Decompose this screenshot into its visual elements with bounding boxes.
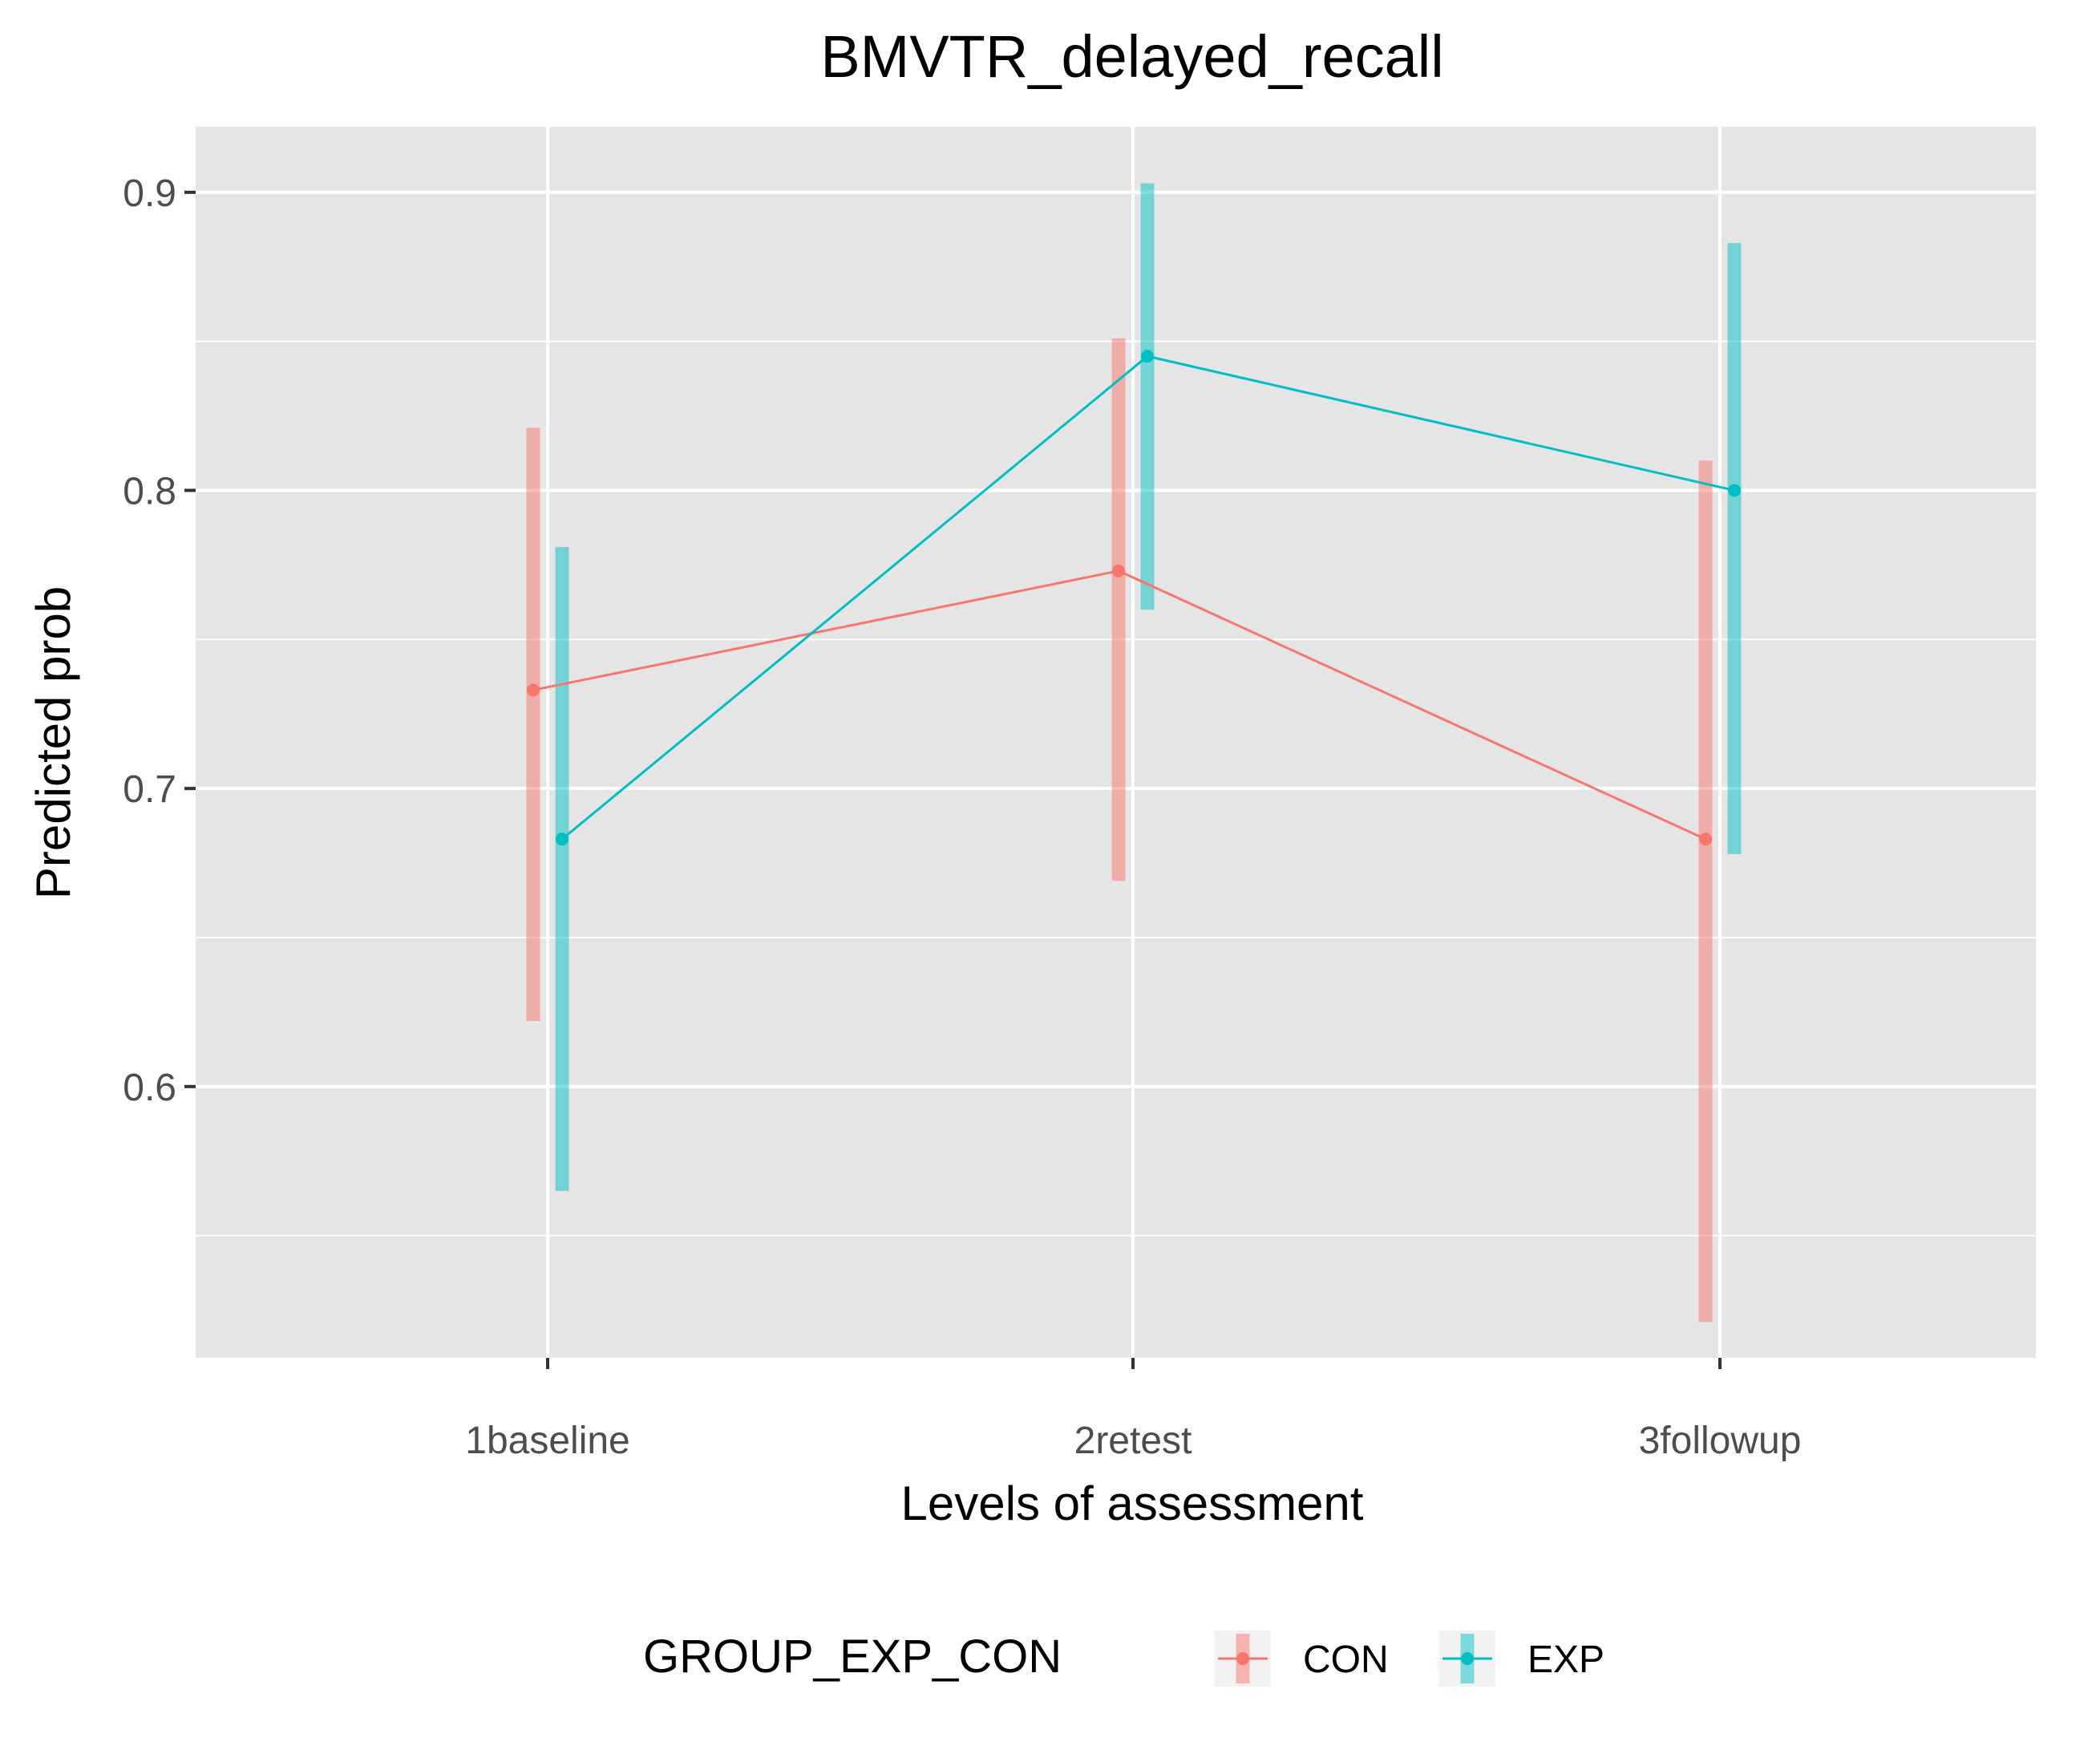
legend: GROUP_EXP_CON CON EXP — [643, 1631, 1604, 1687]
legend-key-point — [1236, 1652, 1249, 1665]
legend-title: GROUP_EXP_CON — [643, 1631, 1062, 1683]
x-tick-label: 1baseline — [465, 1420, 630, 1462]
errorbar-layer — [526, 183, 1742, 1323]
y-axis-title: Predicted prob — [26, 586, 80, 899]
axis-layer: 0.6 0.7 0.8 0.9 1baseline 2retest 3followup — [123, 172, 1801, 1462]
legend-item-con: CON — [1215, 1631, 1389, 1687]
legend-item-exp: EXP — [1439, 1631, 1604, 1687]
y-tick-label: 0.8 — [123, 470, 176, 512]
point-con — [527, 683, 540, 697]
y-tick-label: 0.9 — [123, 172, 176, 215]
legend-label-exp: EXP — [1527, 1639, 1604, 1681]
x-tick-label: 2retest — [1074, 1420, 1192, 1462]
chart-title: BMVTR_delayed_recall — [820, 23, 1443, 90]
point-exp — [1141, 350, 1154, 363]
x-axis-title: Levels of assessment — [901, 1477, 1364, 1530]
x-tick-label: 3followup — [1639, 1420, 1802, 1462]
legend-items: CON EXP — [1215, 1631, 1604, 1687]
point-con — [1699, 833, 1712, 846]
y-tick-label: 0.7 — [123, 768, 176, 811]
point-exp — [556, 833, 568, 846]
point-layer — [527, 350, 1741, 846]
y-tick-label: 0.6 — [123, 1067, 176, 1109]
point-con — [1112, 564, 1125, 577]
point-exp — [1728, 484, 1741, 497]
legend-label-con: CON — [1303, 1639, 1389, 1681]
legend-key-point — [1461, 1652, 1474, 1665]
